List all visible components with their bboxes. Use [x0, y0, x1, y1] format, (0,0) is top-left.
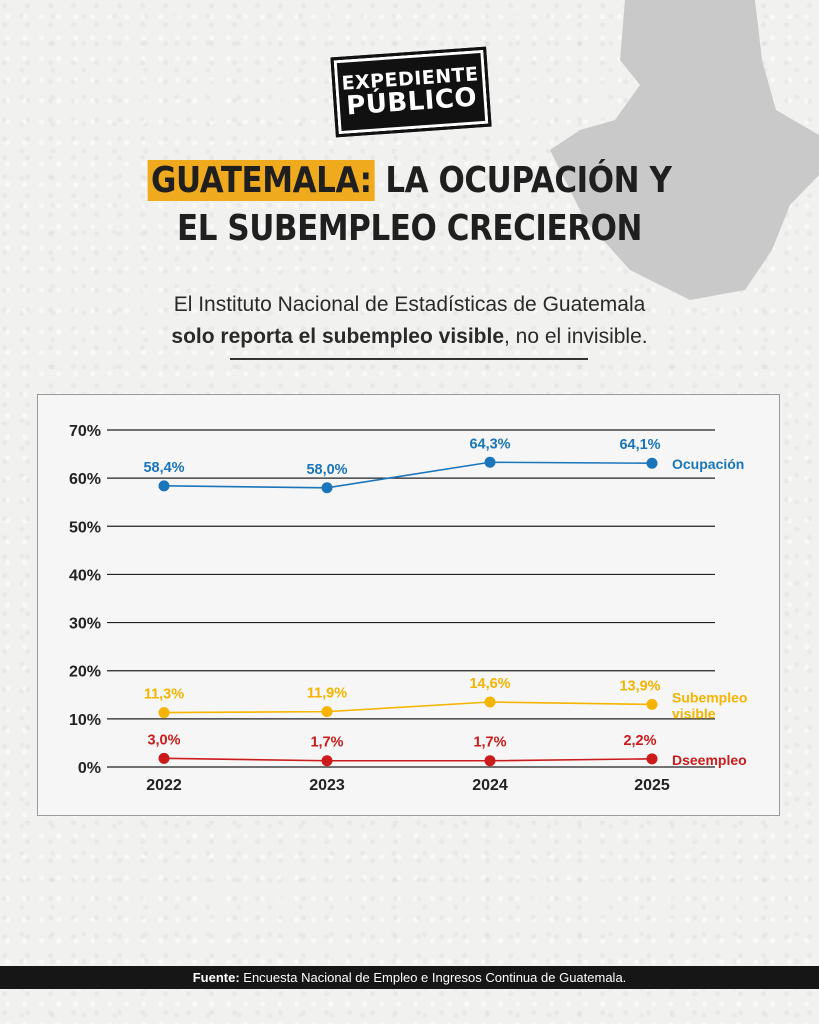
subtitle-bold: solo reporta el subempleo visible [171, 325, 505, 348]
data-label: 11,3% [144, 687, 184, 703]
data-label: 64,1% [619, 437, 660, 453]
page-title-line1: GUATEMALA: LA OCUPACIÓN Y [57, 160, 761, 201]
y-tick-label: 30% [69, 616, 101, 633]
source-footer: Fuente: Encuesta Nacional de Empleo e In… [0, 966, 819, 989]
data-label: 2,2% [623, 733, 656, 749]
subtitle-underline [230, 358, 588, 360]
series-label: Subempleo [672, 689, 747, 705]
title-rest: LA OCUPACIÓN Y [374, 160, 672, 201]
page-title-line2: EL SUBEMPLEO CRECIERON [176, 208, 643, 249]
series-label: visible [672, 705, 716, 721]
y-tick-label: 50% [69, 519, 101, 536]
footer-text: Encuesta Nacional de Empleo e Ingresos C… [239, 970, 627, 985]
data-point [321, 755, 333, 767]
data-point [646, 698, 658, 710]
series-line [163, 701, 653, 714]
data-point [646, 457, 658, 469]
x-tick-label: 2024 [472, 777, 508, 794]
data-label: 13,9% [619, 678, 660, 694]
data-point [484, 696, 496, 708]
data-point [158, 480, 170, 492]
data-point [646, 753, 658, 765]
data-label: 64,3% [469, 436, 510, 452]
series-label: Dseempleo [672, 752, 747, 768]
data-label: 1,7% [310, 735, 343, 751]
y-tick-label: 40% [69, 567, 101, 584]
chart-container: 0% 10% 20% 30% 40% 50% 60% 70% 2022 2023 2024 2025 5… [37, 394, 780, 816]
x-tick-label: 2023 [309, 777, 345, 794]
brand-logo: EXPEDIENTE PÚBLICO [330, 46, 492, 138]
y-tick-label: 10% [69, 712, 101, 729]
data-label: 11,9% [307, 686, 347, 702]
subtitle-line2: solo reporta el subempleo visible, no el… [0, 321, 819, 353]
title-highlight: GUATEMALA: [147, 160, 375, 201]
brand-line2: PÚBLICO [345, 81, 479, 122]
series-line [163, 461, 653, 489]
data-point [158, 707, 170, 719]
data-label: 58,4% [143, 460, 184, 476]
guatemala-map-silhouette [550, 0, 819, 300]
x-tick-label: 2025 [634, 777, 670, 794]
data-label: 1,7% [473, 735, 506, 751]
line-chart: 0% 10% 20% 30% 40% 50% 60% 70% 2022 2023 2024 2025 5… [69, 423, 748, 794]
data-point [484, 456, 496, 468]
data-label: 14,6% [469, 676, 510, 692]
data-label: 58,0% [306, 462, 347, 478]
series-line [163, 757, 653, 762]
y-tick-label: 20% [69, 664, 101, 681]
data-point [321, 706, 333, 718]
y-tick-label: 60% [69, 471, 101, 488]
series-label: Ocupación [672, 456, 744, 472]
y-tick-label: 70% [69, 423, 101, 440]
y-tick-label: 0% [78, 760, 101, 777]
footer-label: Fuente: [192, 970, 240, 985]
data-point [158, 752, 170, 764]
data-point [484, 755, 496, 767]
data-label: 3,0% [147, 732, 180, 748]
subtitle-rest: , no el invisible. [504, 325, 648, 348]
subtitle-line1: El Instituto Nacional de Estadísticas de… [173, 293, 646, 316]
x-tick-label: 2022 [146, 777, 182, 794]
data-point [321, 482, 333, 494]
